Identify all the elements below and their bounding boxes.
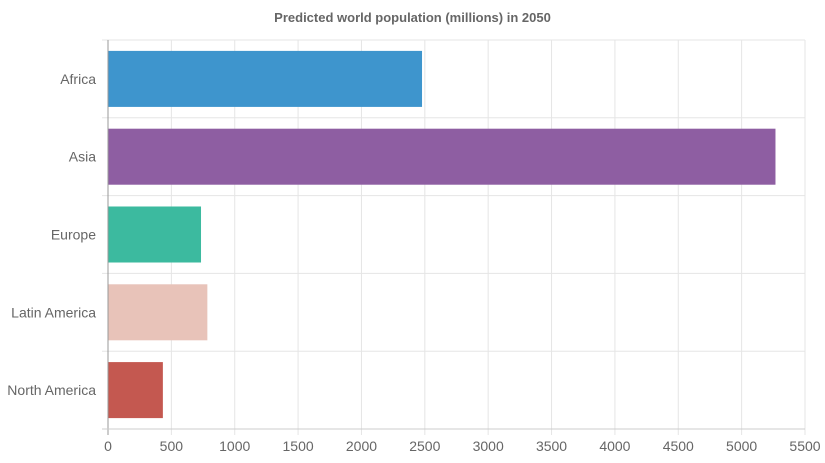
bar-latin-america[interactable]	[108, 284, 208, 341]
axes	[102, 40, 805, 435]
category-label-latin-america: Latin America	[11, 304, 96, 320]
x-tick-label: 0	[104, 438, 112, 454]
grid-lines	[102, 39, 806, 435]
x-tick-label: 1500	[283, 438, 314, 454]
x-tick-label: 3000	[473, 438, 504, 454]
bar-north-america[interactable]	[108, 362, 163, 419]
x-tick-label: 5000	[726, 438, 757, 454]
x-tick-label: 1000	[219, 438, 250, 454]
x-tick-label: 5500	[789, 438, 820, 454]
x-tick-label: 4000	[599, 438, 630, 454]
category-label-north-america: North America	[7, 382, 96, 398]
x-tick-label: 2500	[409, 438, 440, 454]
x-tick-labels: 0 500 1000 1500 2000 2500 3000 3500 4000 4500 5000…	[104, 438, 821, 454]
x-tick-label: 2000	[346, 438, 377, 454]
bars	[108, 50, 776, 419]
bar-africa[interactable]	[108, 50, 423, 107]
x-tick-label: 4500	[663, 438, 694, 454]
category-label-europe: Europe	[51, 227, 96, 243]
category-labels: Africa Asia Europe Latin America North Ameri…	[7, 71, 96, 398]
category-label-africa: Africa	[60, 71, 96, 87]
x-tick-label: 500	[160, 438, 184, 454]
x-tick-label: 3500	[536, 438, 567, 454]
bar-asia[interactable]	[108, 128, 776, 185]
chart-title: Predicted world population (millions) in…	[274, 10, 551, 25]
category-label-asia: Asia	[69, 149, 96, 165]
bar-europe[interactable]	[108, 206, 202, 263]
